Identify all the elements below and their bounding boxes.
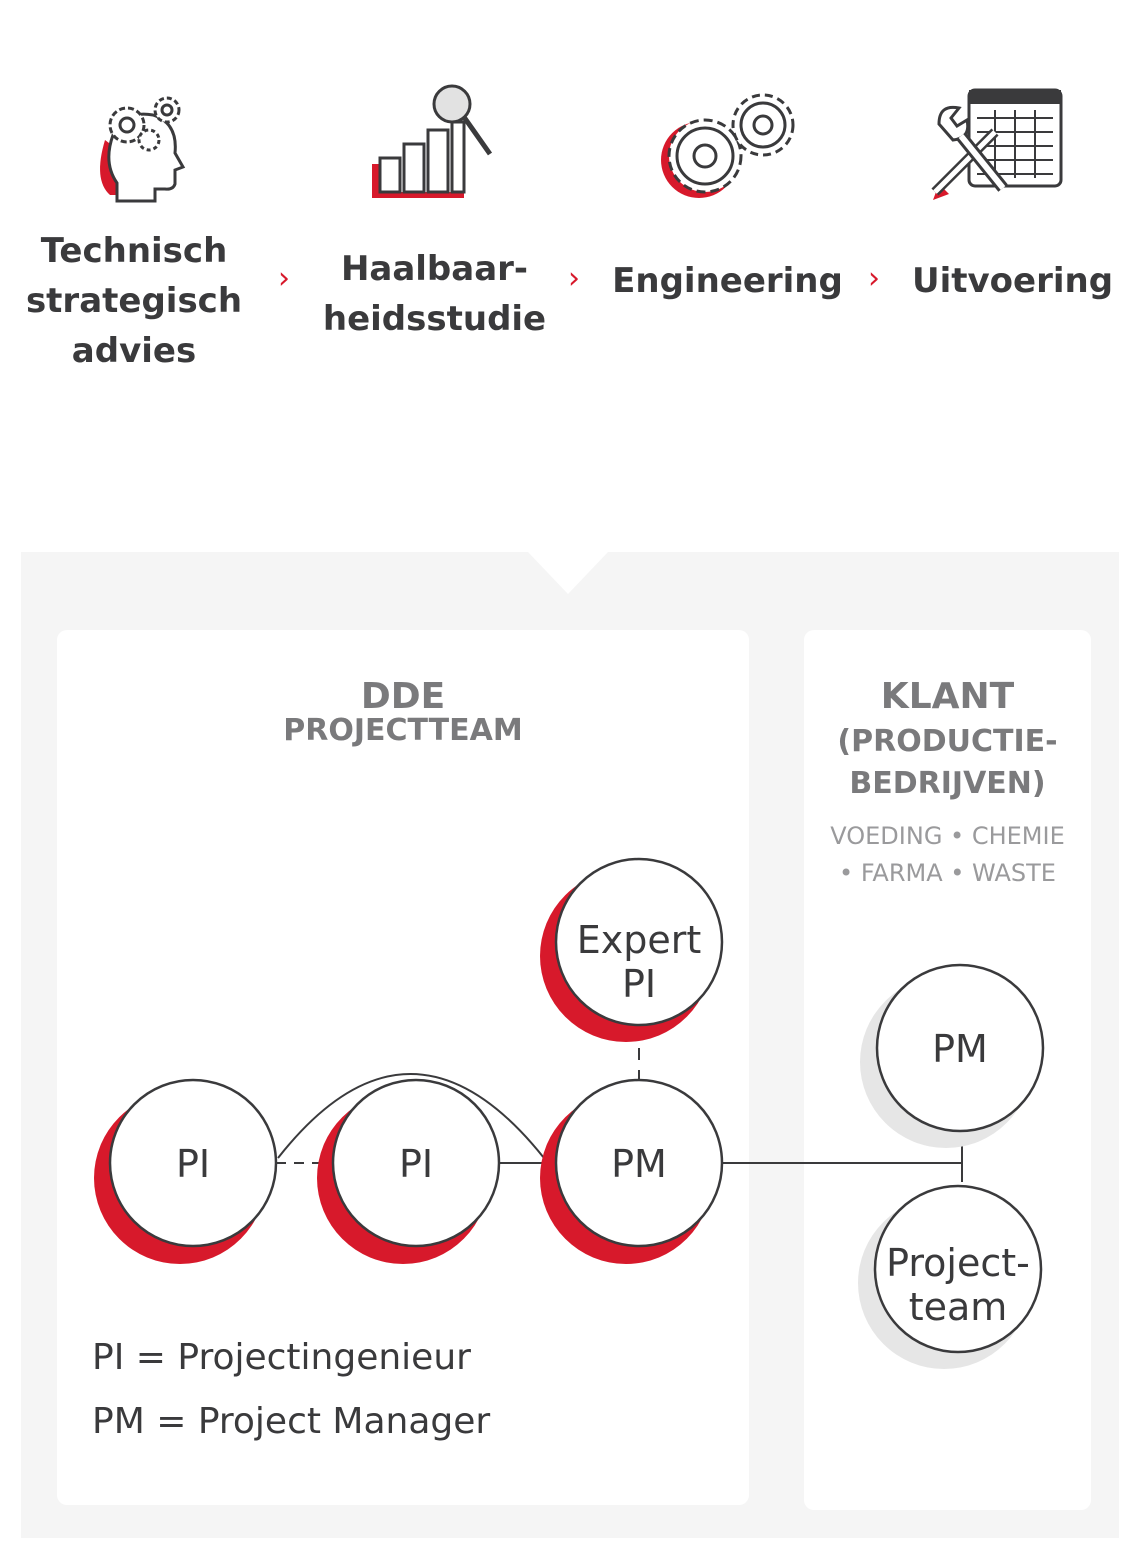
bar-chart-magnifier-icon bbox=[372, 84, 493, 198]
arc-connector bbox=[277, 1073, 545, 1159]
expert-node bbox=[554, 857, 724, 1027]
pm-dde-node bbox=[554, 1078, 724, 1248]
projectteam-node-label-2: team bbox=[909, 1285, 1008, 1329]
head-gears-icon bbox=[100, 96, 186, 203]
legend-pm: PM = Project Manager bbox=[92, 1401, 491, 1442]
pm-klant-node bbox=[875, 963, 1045, 1133]
step-label-haalbaarheidsstudie: Haalbaar- heidsstudie bbox=[322, 249, 547, 339]
dde-title: DDE bbox=[360, 676, 446, 717]
step-label-engineering: Engineering bbox=[612, 261, 843, 301]
klant-title: KLANT bbox=[880, 676, 1015, 717]
pi-middle-node bbox=[331, 1078, 501, 1248]
step-label-advies: Technisch strategisch advies bbox=[25, 231, 243, 371]
projectteam-node-label-1: Project- bbox=[886, 1241, 1030, 1285]
dde-card bbox=[57, 630, 749, 1505]
pi-middle-node-label: PI bbox=[399, 1142, 433, 1186]
pm-dde-node-label: PM bbox=[611, 1142, 667, 1186]
chevron-right-icon: › bbox=[868, 261, 880, 296]
legend-pi: PI = Projectingenieur bbox=[92, 1337, 471, 1378]
pm-klant-node-label: PM bbox=[932, 1027, 988, 1071]
klant-sectors: VOEDING • CHEMIE • FARMA • WASTE bbox=[830, 822, 1065, 887]
pi-left-node-label: PI bbox=[176, 1142, 210, 1186]
expert-node-label-1: Expert bbox=[577, 918, 702, 962]
chevron-right-icon: › bbox=[568, 261, 580, 296]
tools-spreadsheet-icon bbox=[931, 88, 1063, 200]
projectteam-node bbox=[873, 1184, 1043, 1354]
pi-left-node bbox=[108, 1078, 278, 1248]
gears-icon bbox=[661, 93, 795, 198]
klant-title-line-1: (PRODUCTIE- bbox=[837, 724, 1058, 759]
klant-title-line-2: BEDRIJVEN) bbox=[849, 766, 1046, 801]
step-label-uitvoering: Uitvoering bbox=[911, 261, 1114, 301]
expert-node-label-2: PI bbox=[622, 962, 656, 1006]
chevron-right-icon: › bbox=[278, 261, 290, 296]
dde-subtitle: PROJECTTEAM bbox=[283, 713, 523, 748]
